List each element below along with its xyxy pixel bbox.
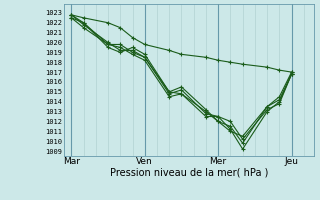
X-axis label: Pression niveau de la mer( hPa ): Pression niveau de la mer( hPa ) (110, 168, 268, 178)
